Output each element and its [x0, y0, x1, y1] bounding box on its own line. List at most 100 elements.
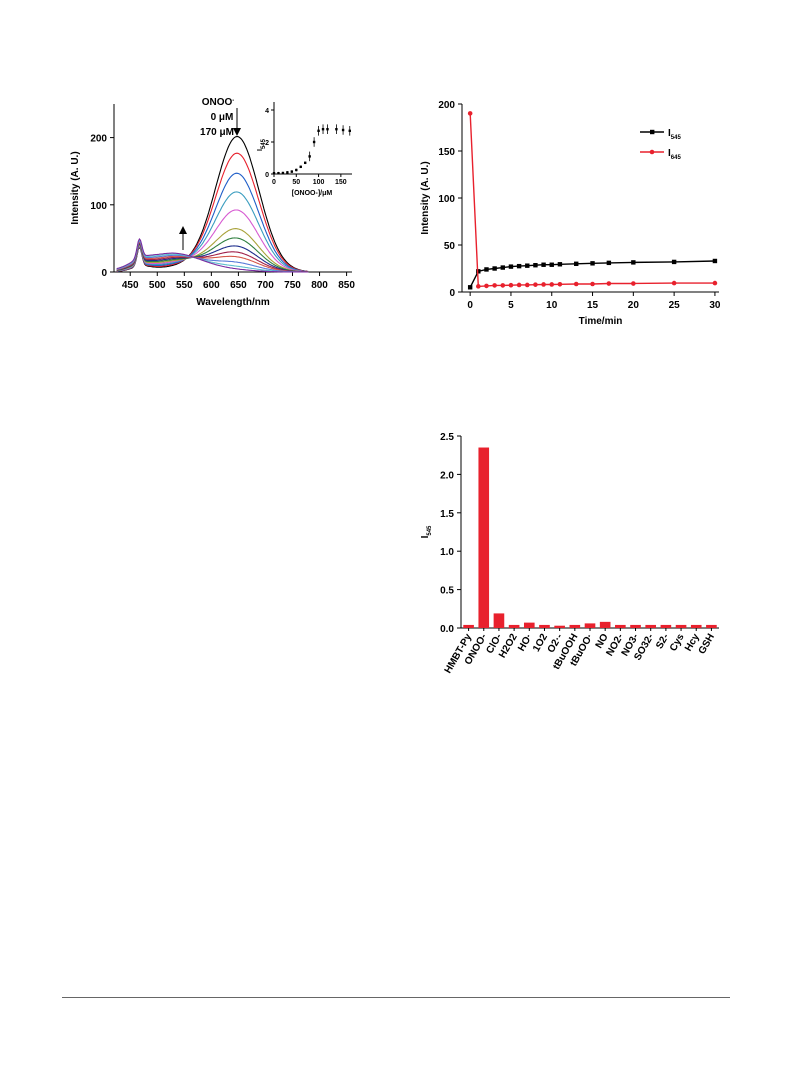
annotation-low: 0 μM	[211, 112, 234, 123]
series-point-I545	[525, 263, 530, 268]
x-tick-label: 15	[587, 300, 599, 311]
bar	[706, 624, 717, 628]
inset-point	[341, 128, 345, 132]
spectrum-line	[116, 136, 309, 272]
inset-point	[335, 128, 338, 131]
y-tick-label: 0	[449, 288, 455, 299]
x-axis-label: Wavelength/nm	[196, 297, 270, 308]
inset-point	[304, 161, 307, 164]
spectrum-line	[116, 228, 309, 273]
inset-x-tick-label: 150	[335, 179, 347, 186]
series-point-I645	[508, 282, 514, 288]
inset-point	[277, 172, 280, 175]
x-tick-label: HO·	[516, 632, 535, 653]
inset-y-tick-label: 4	[265, 108, 269, 115]
series-point-I545	[492, 266, 497, 271]
bar	[569, 624, 581, 628]
inset-point	[317, 129, 320, 132]
y-tick-label: 0.5	[440, 586, 454, 597]
inset-y-tick-label: 0	[265, 172, 269, 179]
series-point-I545	[533, 263, 538, 268]
inset-point	[299, 165, 302, 168]
legend-marker	[650, 129, 655, 135]
series-point-I645	[533, 282, 538, 287]
bar	[599, 621, 611, 628]
bar	[493, 613, 505, 628]
bar	[478, 447, 490, 628]
series-point-I645	[524, 282, 530, 288]
spectrum-line	[116, 241, 309, 273]
x-tick-label: 500	[149, 280, 166, 291]
x-tick-label: 30	[709, 300, 721, 311]
series-point-I645	[492, 283, 497, 288]
x-tick-label: 650	[230, 280, 247, 291]
series-point-I645	[541, 282, 546, 287]
series-point-I545	[541, 262, 546, 267]
x-tick-label: 800	[311, 280, 328, 291]
inset-point	[348, 129, 351, 132]
bar	[645, 624, 657, 628]
down-arrow-head	[233, 128, 241, 136]
series-point-I645	[549, 282, 555, 287]
series-point-I545	[574, 261, 579, 266]
y-axis-label: Intensity (A. U.)	[70, 151, 81, 224]
inset-point	[272, 172, 276, 175]
inset-x-axis-label: [ONOO-]/μM	[292, 190, 333, 197]
series-point-I545	[631, 260, 636, 265]
series-point-I645	[573, 281, 579, 287]
y-tick-label: 150	[438, 147, 455, 158]
inset-x-tick-label: 100	[313, 179, 325, 186]
series-point-I545	[500, 265, 505, 270]
spectrum-line	[116, 242, 309, 273]
series-point-I545	[484, 267, 489, 272]
y-tick-label: 2.5	[440, 432, 454, 443]
series-point-I545	[712, 258, 718, 264]
series-point-I545	[590, 261, 595, 266]
inset-point	[290, 170, 294, 173]
y-axis-label: I545	[420, 525, 433, 538]
bar	[584, 623, 596, 628]
y-tick-label: 200	[438, 100, 455, 111]
series-point-I545	[508, 264, 514, 269]
y-tick-label: 2.0	[440, 470, 454, 481]
inset-point	[295, 168, 298, 172]
spectrum-line	[116, 191, 309, 273]
x-tick-label: 5	[508, 300, 514, 311]
x-tick-label: 600	[203, 280, 220, 291]
series-point-I645	[557, 281, 563, 287]
bar	[675, 624, 687, 628]
legend-label: I645	[668, 148, 681, 161]
x-tick-label: 450	[122, 280, 139, 291]
y-tick-label: 100	[438, 194, 455, 205]
spectrum-line	[116, 240, 309, 273]
spectrum-line	[116, 172, 309, 273]
emission-spectra-chart: 450 500 550 600 650 700 750 800 8500100200Wavele…	[70, 97, 355, 308]
y-tick-label: 1.0	[440, 547, 454, 558]
bar	[554, 625, 565, 628]
series-point-I545	[467, 285, 473, 290]
x-tick-label: GSH	[697, 632, 717, 656]
x-tick-label: 550	[176, 280, 193, 291]
series-point-I545	[476, 269, 481, 274]
legend-label: I545	[668, 128, 681, 141]
spectrum-line	[116, 152, 309, 273]
inset-point	[286, 171, 289, 174]
spectrum-line	[116, 237, 309, 273]
selectivity-bar-chart: 0.00.51.01.52.02.5I545HMBT-PyONOO-ClO-H2…	[420, 432, 719, 676]
spectrum-line	[116, 239, 309, 273]
x-tick-label: 10	[546, 300, 558, 311]
y-tick-label: 0	[101, 268, 107, 279]
y-tick-label: 200	[90, 134, 107, 145]
series-point-I645	[500, 283, 506, 288]
x-tick-label: Cys	[668, 632, 687, 654]
bar	[690, 624, 702, 628]
bar	[463, 624, 474, 628]
series-point-I645	[467, 111, 473, 116]
inset-y-axis-label: I545	[257, 138, 267, 151]
x-tick-label: 700	[257, 280, 274, 291]
x-tick-label: 20	[628, 300, 640, 311]
series-point-I545	[516, 263, 522, 269]
annotation-analyte: ONOO-	[202, 97, 235, 108]
series-point-I645	[590, 281, 595, 287]
